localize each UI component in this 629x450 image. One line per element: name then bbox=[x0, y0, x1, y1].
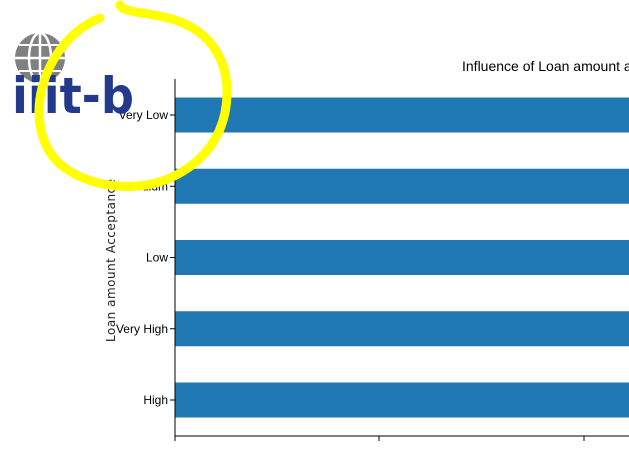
y-tick-label: High bbox=[143, 393, 168, 407]
chart-title: Influence of Loan amount asl bbox=[462, 58, 629, 74]
highlight-circle-annotation bbox=[34, 0, 232, 191]
bar-high bbox=[175, 382, 629, 418]
y-tick-label: Very High bbox=[116, 322, 168, 336]
logo-wordmark: iiit-b bbox=[12, 67, 134, 125]
y-axis-label: Loan amount Acceptance bbox=[104, 178, 118, 342]
bar-very-high bbox=[175, 311, 629, 347]
iiitb-logo: iiit-b bbox=[12, 31, 134, 125]
bars-group bbox=[175, 97, 629, 418]
y-tick-label: Low bbox=[146, 251, 168, 265]
bar-very-low bbox=[175, 97, 629, 133]
bar-low bbox=[175, 240, 629, 275]
bar-medium bbox=[175, 168, 629, 204]
y-tick-label: Very Low bbox=[119, 108, 169, 122]
